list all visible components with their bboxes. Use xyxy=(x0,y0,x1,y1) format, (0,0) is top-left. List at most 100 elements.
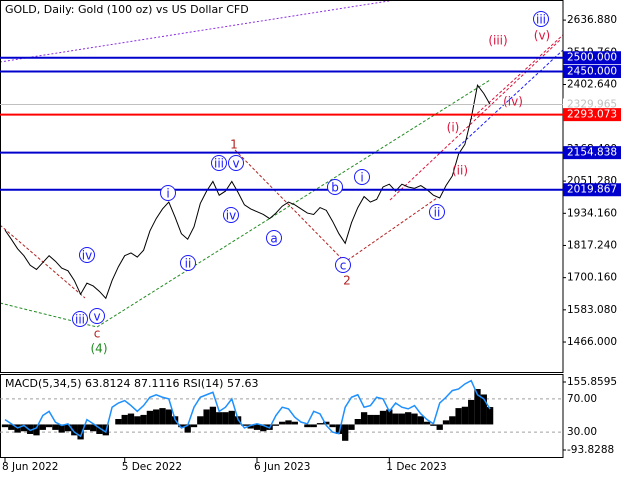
macd-bar xyxy=(260,424,267,432)
wave-label: v xyxy=(232,157,239,171)
macd-bar xyxy=(39,424,46,430)
wave-circle xyxy=(266,230,282,246)
indicator-title: MACD(5,34,5) 63.8124 87.1116 RSI(14) 57.… xyxy=(5,377,258,390)
wave-circle xyxy=(228,155,244,171)
macd-bar xyxy=(159,408,166,425)
macd-bar xyxy=(285,420,292,425)
macd-bar xyxy=(279,421,286,425)
wave-label: a xyxy=(270,232,277,246)
macd-bar xyxy=(398,413,406,425)
trend-line xyxy=(0,0,396,63)
macd-bar xyxy=(184,424,191,433)
x-tick-label: 5 Dec 2022 xyxy=(122,461,182,473)
macd-bar xyxy=(461,406,469,425)
wave-label: iii xyxy=(214,157,224,171)
y-tick-label: 2636.880 xyxy=(567,14,617,26)
y2-tick-label: 70.00 xyxy=(567,393,597,405)
macd-bar xyxy=(253,424,261,430)
wave-label: v xyxy=(93,310,100,324)
macd-bar xyxy=(411,413,418,425)
wave-label: i xyxy=(360,171,363,185)
trend-line xyxy=(469,34,564,121)
wave-label: 1 xyxy=(230,138,238,152)
macd-bar xyxy=(121,414,128,425)
macd-bar xyxy=(241,424,248,426)
wave-label: (i) xyxy=(447,121,460,135)
y-tick-label: 1934.160 xyxy=(567,207,617,219)
level-box xyxy=(563,51,621,65)
macd-bar xyxy=(90,424,97,432)
indicator-panel-border xyxy=(0,374,564,458)
trend-line xyxy=(0,224,86,299)
macd-bar xyxy=(134,416,141,425)
macd-bar xyxy=(64,424,72,432)
macd-bar xyxy=(83,424,91,430)
wave-label: i xyxy=(166,187,169,201)
macd-bar xyxy=(140,414,147,425)
y-tick-label: 1817.240 xyxy=(567,239,617,251)
y2-tick-label: 30.00 xyxy=(567,426,597,438)
wave-label: (ii) xyxy=(452,164,468,178)
wave-label: b xyxy=(331,181,339,195)
wave-label: iv xyxy=(82,249,92,263)
wave-circle xyxy=(429,204,445,220)
level-box xyxy=(563,146,621,160)
macd-bar xyxy=(417,416,424,425)
y-tick-label: 155.8595 xyxy=(567,376,617,388)
y-tick-label: 1466.000 xyxy=(567,336,617,348)
macd-bar xyxy=(96,424,103,434)
macd-bar xyxy=(486,407,494,425)
macd-bar xyxy=(178,424,185,428)
level-label: 2293.073 xyxy=(567,109,617,121)
x-tick-label: 6 Jun 2023 xyxy=(254,461,310,473)
wave-circle xyxy=(180,255,196,271)
macd-bar xyxy=(1,424,9,428)
wave-label: iii xyxy=(75,313,85,327)
trend-line xyxy=(454,49,564,151)
macd-bar xyxy=(310,424,317,428)
wave-circle xyxy=(89,308,105,324)
wave-label: (v) xyxy=(534,29,550,43)
current-price-label: 2329.965 xyxy=(567,98,617,110)
wave-label: iii xyxy=(536,13,546,27)
macd-bar xyxy=(27,424,34,434)
macd-bar xyxy=(33,424,40,436)
chart-title: GOLD, Daily: Gold (100 oz) vs US Dollar … xyxy=(5,3,249,16)
macd-bar xyxy=(342,424,349,441)
macd-bar xyxy=(115,419,122,425)
macd-bar xyxy=(405,412,412,425)
macd-bar xyxy=(222,412,229,425)
macd-bar xyxy=(335,424,343,434)
macd-bar xyxy=(153,409,160,425)
wave-circle xyxy=(211,155,227,171)
wave-circle xyxy=(327,179,343,195)
macd-bar xyxy=(190,424,198,428)
wave-circle xyxy=(79,247,95,263)
macd-bar xyxy=(77,424,84,440)
macd-bar xyxy=(58,424,65,433)
macd-bar xyxy=(247,424,254,429)
level-label: 2500.000 xyxy=(567,52,617,64)
wave-label: 2 xyxy=(343,274,351,288)
macd-bar xyxy=(228,410,235,425)
wave-circle xyxy=(223,207,239,223)
level-box xyxy=(563,183,621,197)
level-label: 2154.838 xyxy=(567,147,617,159)
macd-bar xyxy=(436,424,443,430)
macd-bar xyxy=(468,399,475,425)
macd-bar xyxy=(323,421,330,425)
y-tick-label: 2402.640 xyxy=(567,79,617,91)
macd-bar xyxy=(329,424,336,428)
level-label: 2019.867 xyxy=(567,184,617,196)
macd-bar xyxy=(449,416,456,425)
macd-bar xyxy=(354,419,361,425)
macd-bar xyxy=(291,421,298,425)
macd-bar xyxy=(52,424,59,430)
macd-bar xyxy=(360,412,368,425)
macd-bar xyxy=(197,416,204,425)
macd-bar xyxy=(203,409,210,425)
macd-bar xyxy=(430,424,437,426)
y-tick-label: 1583.080 xyxy=(567,304,617,316)
wave-label: (4) xyxy=(91,342,108,356)
